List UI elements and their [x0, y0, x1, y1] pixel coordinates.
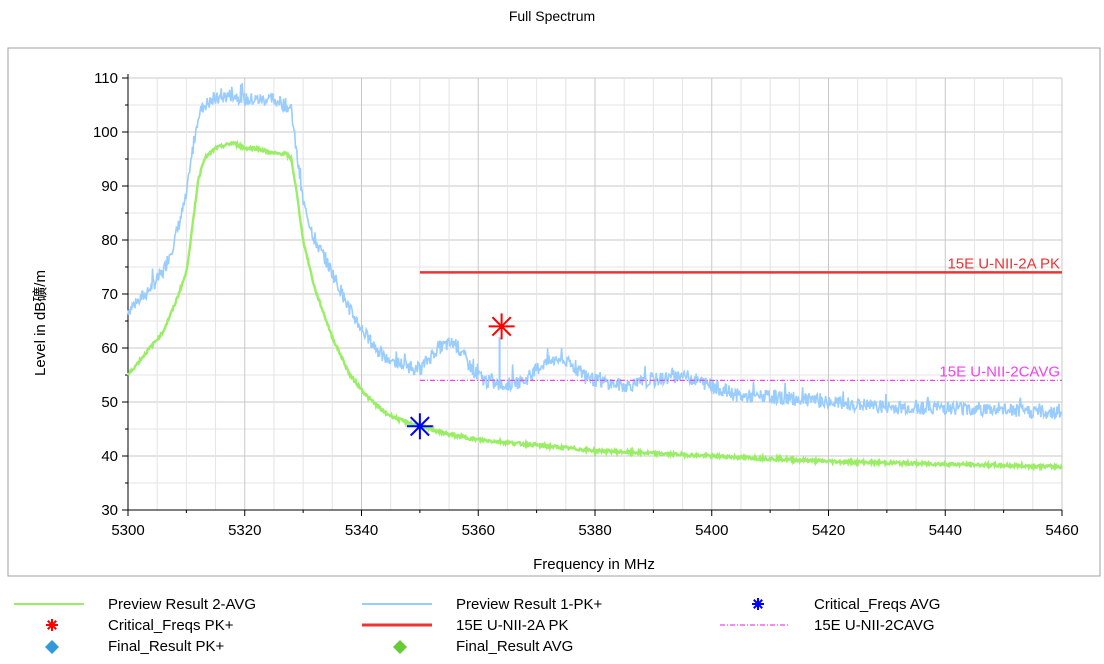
legend-item: Preview Result 1-PK+ [362, 596, 603, 613]
y-tick-label: 30 [101, 502, 118, 519]
critical-freq-marker [406, 413, 433, 440]
legend-item: Preview Result 2-AVG [14, 596, 256, 613]
legend-item: Final_Result PK+ [45, 638, 225, 655]
legend-item: 15E U-NII-2CAVG [720, 617, 935, 634]
legend-label: Preview Result 2-AVG [108, 596, 256, 613]
critical-freq-marker [488, 313, 515, 340]
x-tick-label: 5440 [929, 522, 962, 539]
legend-label: Final_Result PK+ [108, 638, 225, 655]
y-tick-label: 40 [101, 448, 118, 465]
legend-item: 15E U-NII-2A PK [362, 617, 569, 634]
y-tick-label: 110 [94, 70, 118, 87]
series-layer: 15E U-NII-2A PK 15E U-NII-2CAVG [126, 83, 1063, 472]
legend-label: Preview Result 1-PK+ [456, 596, 603, 613]
x-tick-label: 5300 [111, 522, 144, 539]
y-tick-label: 60 [101, 340, 118, 357]
axes: 30 40 50 60 70 80 90 100 110 5300 5320 5340 5360 5380… [93, 70, 1079, 539]
x-tick-label: 5400 [695, 522, 728, 539]
star-stroke [491, 316, 512, 337]
legend-label: Critical_Freqs AVG [814, 596, 940, 613]
legend-item: Critical_Freqs AVG [752, 596, 940, 613]
x-tick-label: 5320 [228, 522, 261, 539]
limit-line-label: 15E U-NII-2A PK [947, 255, 1060, 272]
x-tick-label: 5420 [812, 522, 845, 539]
x-axis-label: Frequency in MHz [533, 556, 655, 573]
legend-swatch [46, 619, 58, 631]
star-stroke [753, 599, 763, 609]
limit-line-label: 15E U-NII-2CAVG [939, 363, 1060, 380]
y-axis-label: Level in dB礦/m [32, 270, 49, 376]
star-stroke [409, 416, 430, 437]
legend: Preview Result 2-AVG Preview Result 1-PK+… [14, 596, 940, 655]
chart-title: Full Spectrum [509, 8, 595, 24]
legend-swatch [45, 640, 59, 654]
y-tick-label: 90 [101, 178, 118, 195]
legend-label: 15E U-NII-2A PK [456, 617, 569, 634]
legend-swatch [752, 598, 764, 610]
x-tick-label: 5460 [1045, 522, 1078, 539]
x-tick-label: 5360 [462, 522, 495, 539]
series-line [126, 139, 1063, 472]
plot-frame [7, 47, 1101, 577]
legend-swatch [393, 640, 407, 654]
legend-item: Final_Result AVG [393, 638, 573, 655]
marker-layer [406, 313, 515, 440]
legend-item: Critical_Freqs PK+ [46, 617, 234, 634]
x-tick-label: 5340 [345, 522, 378, 539]
y-tick-label: 100 [93, 124, 118, 141]
star-stroke [47, 620, 57, 630]
y-tick-label: 70 [101, 286, 118, 303]
x-tick-label: 5380 [578, 522, 611, 539]
legend-label: Critical_Freqs PK+ [108, 617, 234, 634]
legend-label: 15E U-NII-2CAVG [814, 617, 935, 634]
y-tick-label: 80 [101, 232, 118, 249]
legend-label: Final_Result AVG [456, 638, 573, 655]
y-tick-label: 50 [101, 394, 118, 411]
